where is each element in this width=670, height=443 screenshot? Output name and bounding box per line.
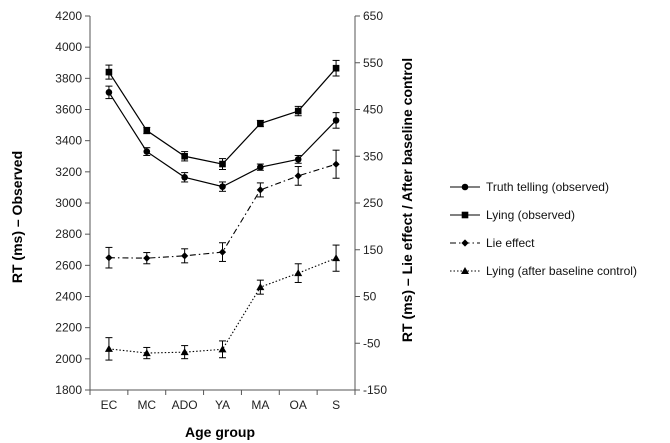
legend-marker <box>461 239 469 247</box>
series-3 <box>105 149 340 269</box>
data-point <box>294 172 302 180</box>
data-point <box>181 252 189 260</box>
data-point <box>257 120 264 127</box>
y-axis-left-title: RT (ms) – Observed <box>9 151 25 283</box>
y-right-tick-label: 450 <box>363 103 383 117</box>
y-left-tick-label: 3800 <box>55 71 82 85</box>
legend-item-1: Truth telling (observed) <box>450 180 609 194</box>
y-left-tick-label: 2000 <box>55 352 82 366</box>
data-point <box>105 254 113 262</box>
x-tick-label: S <box>332 398 340 412</box>
y-right-tick-label: 550 <box>363 56 383 70</box>
x-tick-label: YA <box>215 398 230 412</box>
y-left-tick-label: 1800 <box>55 383 82 397</box>
series-line <box>108 67 337 165</box>
data-point <box>180 348 189 356</box>
x-axis-title: Age group <box>185 424 255 440</box>
legend-label: Truth telling (observed) <box>486 180 609 194</box>
y-left-tick-label: 2600 <box>55 258 82 272</box>
x-tick-label: EC <box>101 398 118 412</box>
data-point <box>181 152 188 160</box>
y-right-tick-label: -50 <box>363 336 381 350</box>
data-point <box>219 183 226 190</box>
y-right-tick-label: 650 <box>363 9 383 23</box>
legend-item-3: Lie effect <box>450 236 535 250</box>
data-point <box>257 163 264 171</box>
data-point <box>142 349 151 357</box>
data-point <box>105 68 113 76</box>
y-left-tick-label: 4000 <box>55 40 82 54</box>
y-left-tick-label: 3000 <box>55 196 82 210</box>
y-right-tick-label: 250 <box>363 196 383 210</box>
data-point <box>256 186 264 194</box>
legend-item-2: Lying (observed) <box>450 208 575 222</box>
y-left-tick-label: 2800 <box>55 227 82 241</box>
data-point <box>294 269 303 277</box>
data-point <box>332 160 340 168</box>
series-layer <box>104 59 341 361</box>
data-point <box>294 156 302 163</box>
x-tick-label: MA <box>251 398 269 412</box>
legend-item-4: Lying (after baseline control) <box>450 264 637 278</box>
legend-marker <box>461 211 469 219</box>
x-tick-label: ADO <box>172 398 198 412</box>
series-1 <box>105 85 340 192</box>
series-2 <box>105 59 340 170</box>
y-right-tick-label: 50 <box>363 290 377 304</box>
data-point <box>332 64 340 72</box>
data-point <box>105 89 113 96</box>
y-left-tick-label: 4200 <box>55 9 82 23</box>
legend-marker <box>461 183 469 191</box>
legend-label: Lying (after baseline control) <box>486 264 637 278</box>
y-right-tick-label: 150 <box>363 243 383 257</box>
x-tick-label: MC <box>137 398 156 412</box>
y-left-tick-label: 3600 <box>55 103 82 117</box>
data-point <box>143 254 151 262</box>
axes: 1800 2000 2200 2400 2600 2800 3000 3200 3400 3600… <box>55 9 387 412</box>
data-point <box>181 173 188 181</box>
legend-label: Lie effect <box>486 236 535 250</box>
data-point <box>218 248 227 256</box>
data-point <box>294 107 302 115</box>
data-point <box>256 283 265 291</box>
data-point <box>143 127 151 134</box>
x-tick-label: OA <box>290 398 307 412</box>
data-point <box>332 254 341 262</box>
y-left-tick-label: 3400 <box>55 134 82 148</box>
series-line <box>108 257 337 354</box>
y-right-tick-label: -150 <box>363 383 387 397</box>
y-left-tick-label: 3200 <box>55 165 82 179</box>
legend: Truth telling (observed) Lying (observed)… <box>450 180 637 278</box>
data-point <box>104 344 113 352</box>
data-point <box>219 160 226 168</box>
data-point <box>332 117 340 124</box>
data-point <box>143 148 151 155</box>
data-point <box>218 345 227 353</box>
y-right-tick-label: 350 <box>363 149 383 163</box>
y-left-tick-label: 2200 <box>55 321 82 335</box>
legend-label: Lying (observed) <box>486 208 575 222</box>
y-axis-right-title: RT (ms) – Lie effect / After baseline co… <box>399 58 415 342</box>
series-4 <box>104 244 341 361</box>
legend-marker <box>461 267 469 274</box>
y-left-tick-label: 2400 <box>55 290 82 304</box>
